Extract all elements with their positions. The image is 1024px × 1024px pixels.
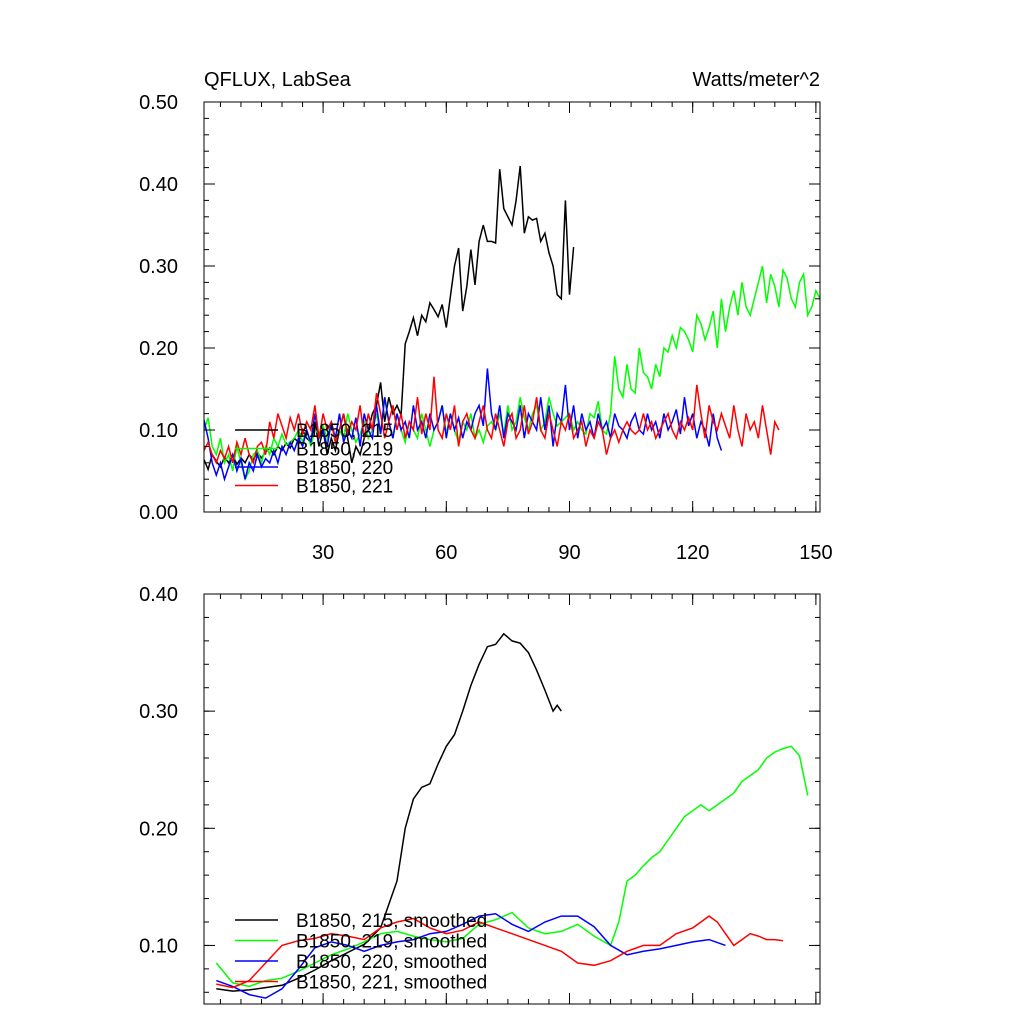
legend-label: B1850, 215 [296,421,393,442]
series-line-0 [216,632,562,992]
units-label: Watts/meter^2 [692,69,820,91]
y-tick-label: 0.20 [139,338,178,360]
y-tick-label: 0.40 [139,174,178,196]
chart-title: QFLUX, LabSea [204,69,352,91]
plot-frame [203,101,821,513]
x-tick-label: 60 [435,542,457,564]
top-series-group [204,165,820,482]
legend-label: B1850, 221, smoothed [296,973,487,994]
y-tick-label: 0.00 [139,502,178,524]
bottom-panel: 0.100.200.300.40 B1850, 215, smoothedB18… [139,584,821,1005]
top-panel: QFLUX, LabSea Watts/meter^2 0.00 0.10 0.20… [139,69,833,564]
legend-label: B1850, 219 [296,440,393,461]
y-tick-label: 0.50 [139,92,178,114]
y-tick-label: 0.40 [139,584,178,606]
x-tick-label: 30 [312,542,334,564]
legend-label: B1850, 220 [296,458,393,479]
series-line-3 [216,915,784,989]
series-line-2 [204,368,723,482]
series-line-3 [204,376,780,465]
bottom-axes: 0.10 0.20 0.30 0.40 [139,584,821,1005]
plot-frame [203,593,821,1005]
y-tick-label: 0.30 [139,701,178,723]
y-tick-label: 0.10 [139,935,178,957]
y-tick-label: 0.10 [139,420,178,442]
legend-label: B1850, 219, smoothed [296,932,487,953]
legend-label: B1850, 215, smoothed [296,911,487,932]
series-line-2 [216,913,726,999]
x-tick-label: 120 [676,542,709,564]
y-tick-label: 0.20 [139,818,178,840]
y-tick-label: 0.30 [139,256,178,278]
top-axes: 0.00 0.10 0.20 0.30 0.40 0.50 30 60 90 120 150 [139,92,833,564]
legend-label: B1850, 220, smoothed [296,952,487,973]
x-tick-label: 150 [799,542,832,564]
bottom-series-group [215,632,809,999]
legend-label: B1850, 221 [296,477,393,498]
x-tick-label: 90 [558,542,580,564]
